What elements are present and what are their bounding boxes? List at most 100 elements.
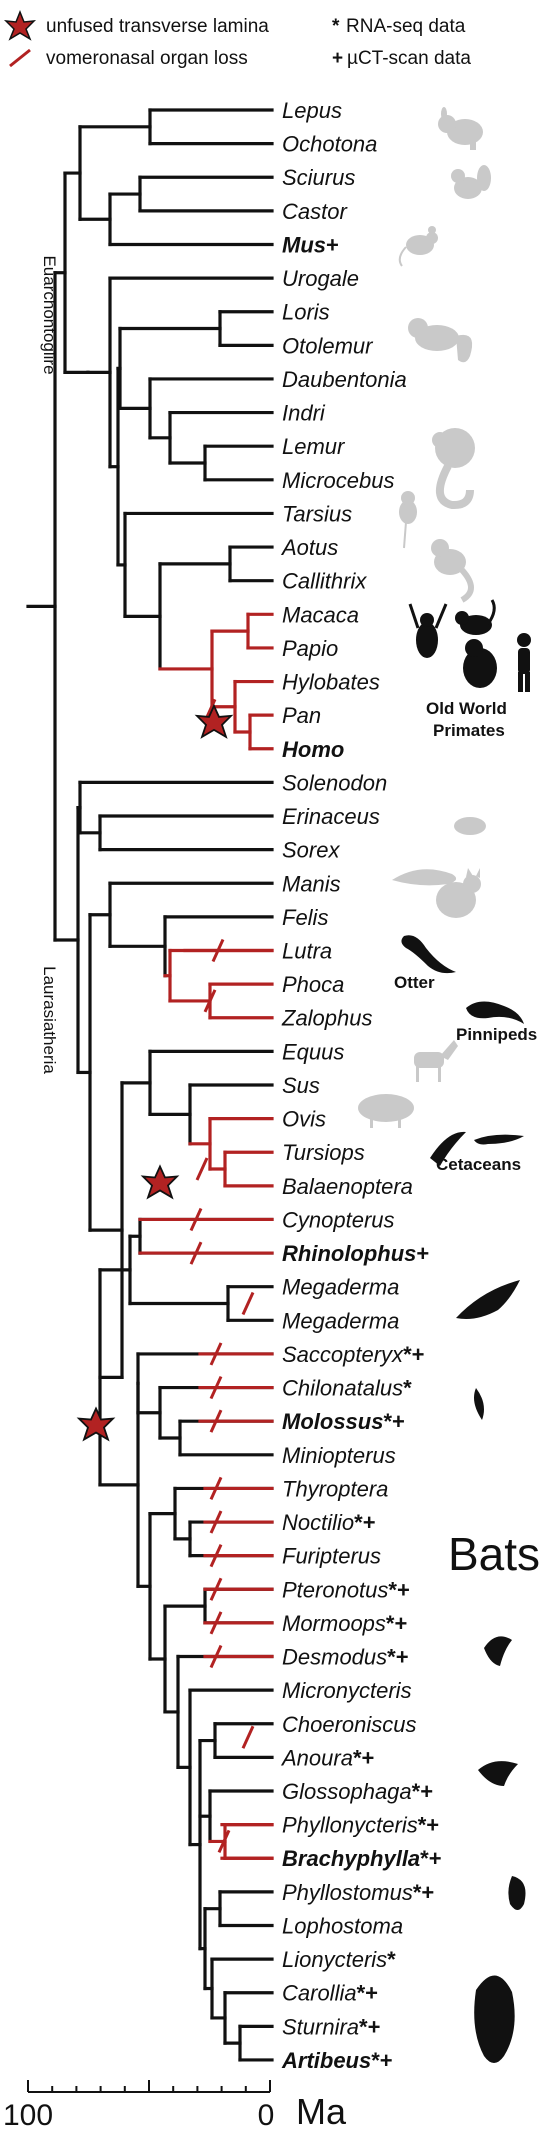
taxon-label: Chilonatalus* — [282, 1376, 412, 1401]
taxon-label: Ovis — [282, 1107, 326, 1132]
legend-uct-label: µCT-scan data — [347, 48, 471, 69]
taxon-label: Micronycteris — [282, 1678, 412, 1703]
legend-rnaseq-symbol: * — [332, 16, 340, 37]
taxon-name: Microcebus — [282, 468, 394, 493]
taxon-label: Lionycteris* — [282, 1947, 396, 1972]
taxon-label: Saccopteryx*+ — [282, 1342, 424, 1367]
taxon-labels: LepusOchotonaSciurusCastorMus+UrogaleLor… — [280, 98, 442, 2073]
taxon-label: Otolemur — [282, 333, 374, 358]
taxon-label: Microcebus — [282, 468, 394, 493]
loss-tick-icon — [209, 1342, 223, 1366]
taxon-label: Mus+ — [282, 232, 339, 257]
loss-tick-icon — [189, 1241, 203, 1265]
scale-right-label: 0 — [258, 2099, 275, 2129]
taxon-data-markers: *+ — [359, 2014, 380, 2039]
taxon-name: Mus — [282, 232, 326, 257]
taxon-label: Castor — [282, 199, 348, 224]
taxon-label: Desmodus*+ — [282, 1645, 409, 1670]
taxon-label: Ochotona — [282, 132, 377, 157]
legend-unfused-label: unfused transverse lamina — [46, 16, 269, 37]
taxon-name: Tarsius — [282, 501, 352, 526]
whale-icon — [474, 1134, 524, 1145]
taxon-data-markers: *+ — [371, 2048, 392, 2073]
taxon-label: Furipterus — [282, 1544, 381, 1569]
bat-icon — [456, 1280, 526, 2063]
taxon-label: Callithrix — [282, 569, 367, 594]
taxon-name: Micronycteris — [282, 1678, 412, 1703]
taxon-name: Otolemur — [282, 333, 374, 358]
loss-legend-icon — [9, 48, 31, 68]
taxon-name: Desmodus — [282, 1645, 387, 1670]
taxon-name: Erinaceus — [282, 804, 380, 829]
taxon-data-markers: *+ — [420, 1846, 441, 1871]
taxon-name: Brachyphylla — [282, 1846, 420, 1871]
unfused-lamina-asterisk-icon — [76, 1406, 116, 1442]
taxon-name: Lutra — [282, 939, 332, 964]
clade-label-laurasiatheria: Laurasiatheria — [40, 966, 59, 1074]
ape-group-icon — [408, 599, 531, 692]
taxon-label: Phyllostomus*+ — [282, 1880, 434, 1905]
taxon-name: Phoca — [282, 972, 344, 997]
otter-icon — [401, 935, 456, 974]
label-bats: Bats — [448, 1528, 540, 1580]
taxon-label: Thyroptera — [282, 1476, 388, 1501]
taxon-label: Urogale — [282, 266, 359, 291]
taxon-name: Sorex — [282, 838, 340, 863]
loss-tick-icon — [209, 1476, 223, 1501]
taxon-name: Sus — [282, 1073, 320, 1098]
taxon-name: Pan — [282, 703, 321, 728]
taxon-label: Molossus*+ — [282, 1409, 405, 1434]
label-old-world-2: Primates — [433, 721, 505, 740]
pig-icon — [358, 1094, 414, 1128]
lemur-icon — [432, 428, 475, 510]
taxon-label: Lutra — [282, 939, 332, 964]
taxon-data-markers: *+ — [418, 1813, 439, 1838]
taxon-name: Anoura — [280, 1745, 353, 1770]
taxon-name: Balaenoptera — [282, 1174, 413, 1199]
taxon-data-markers: *+ — [383, 1409, 404, 1434]
taxon-name: Choeroniscus — [282, 1712, 417, 1737]
taxon-label: Sus — [282, 1073, 320, 1098]
taxon-label: Tursiops — [282, 1140, 365, 1165]
taxon-name: Ochotona — [282, 132, 377, 157]
horse-icon — [414, 1040, 458, 1082]
legend-rnaseq-label: RNA-seq data — [346, 16, 466, 37]
taxon-label: Balaenoptera — [282, 1174, 413, 1199]
taxon-name: Manis — [282, 871, 341, 896]
taxon-label: Phoca — [282, 972, 344, 997]
label-cetaceans: Cetaceans — [436, 1155, 521, 1174]
loss-tick-icon — [209, 1544, 223, 1568]
taxon-name: Indri — [282, 401, 326, 426]
taxon-label: Cynopterus — [282, 1207, 395, 1232]
taxon-label: Indri — [282, 401, 326, 426]
taxon-label: Pan — [282, 703, 321, 728]
taxon-name: Carollia — [282, 1981, 357, 2006]
loss-tick-icon — [209, 1577, 223, 1601]
taxon-name: Phyllostomus — [282, 1880, 413, 1905]
taxon-name: Ovis — [282, 1107, 326, 1132]
taxon-label: Anoura*+ — [280, 1745, 374, 1770]
hedgehog-icon — [454, 817, 486, 835]
scale-left-label: 100 — [3, 2099, 53, 2129]
taxon-label: Macaca — [282, 602, 359, 627]
taxon-data-markers: *+ — [388, 1577, 409, 1602]
legend: unfused transverse lamina * RNA-seq data… — [3, 9, 471, 69]
taxon-name: Loris — [282, 300, 330, 325]
taxon-data-markers: *+ — [353, 1745, 374, 1770]
taxon-name: Tursiops — [282, 1140, 365, 1165]
squirrel-icon — [451, 165, 491, 199]
taxon-data-markers: * — [403, 1376, 412, 1401]
taxon-name: Artibeus — [281, 2048, 371, 2073]
taxon-data-markers: *+ — [413, 1880, 434, 1905]
taxon-name: Zalophus — [281, 1006, 373, 1031]
taxon-data-markers: *+ — [412, 1779, 433, 1804]
taxon-label: Phyllonycteris*+ — [282, 1813, 439, 1838]
taxon-name: Solenodon — [282, 770, 387, 795]
loss-tick-icon — [203, 989, 217, 1013]
taxon-label: Felis — [282, 905, 328, 930]
loss-tick-icon — [241, 1725, 255, 1749]
tarsier-icon — [399, 491, 417, 549]
taxon-name: Equus — [282, 1039, 344, 1064]
taxon-label: Erinaceus — [282, 804, 380, 829]
tree-branches — [26, 108, 274, 2062]
